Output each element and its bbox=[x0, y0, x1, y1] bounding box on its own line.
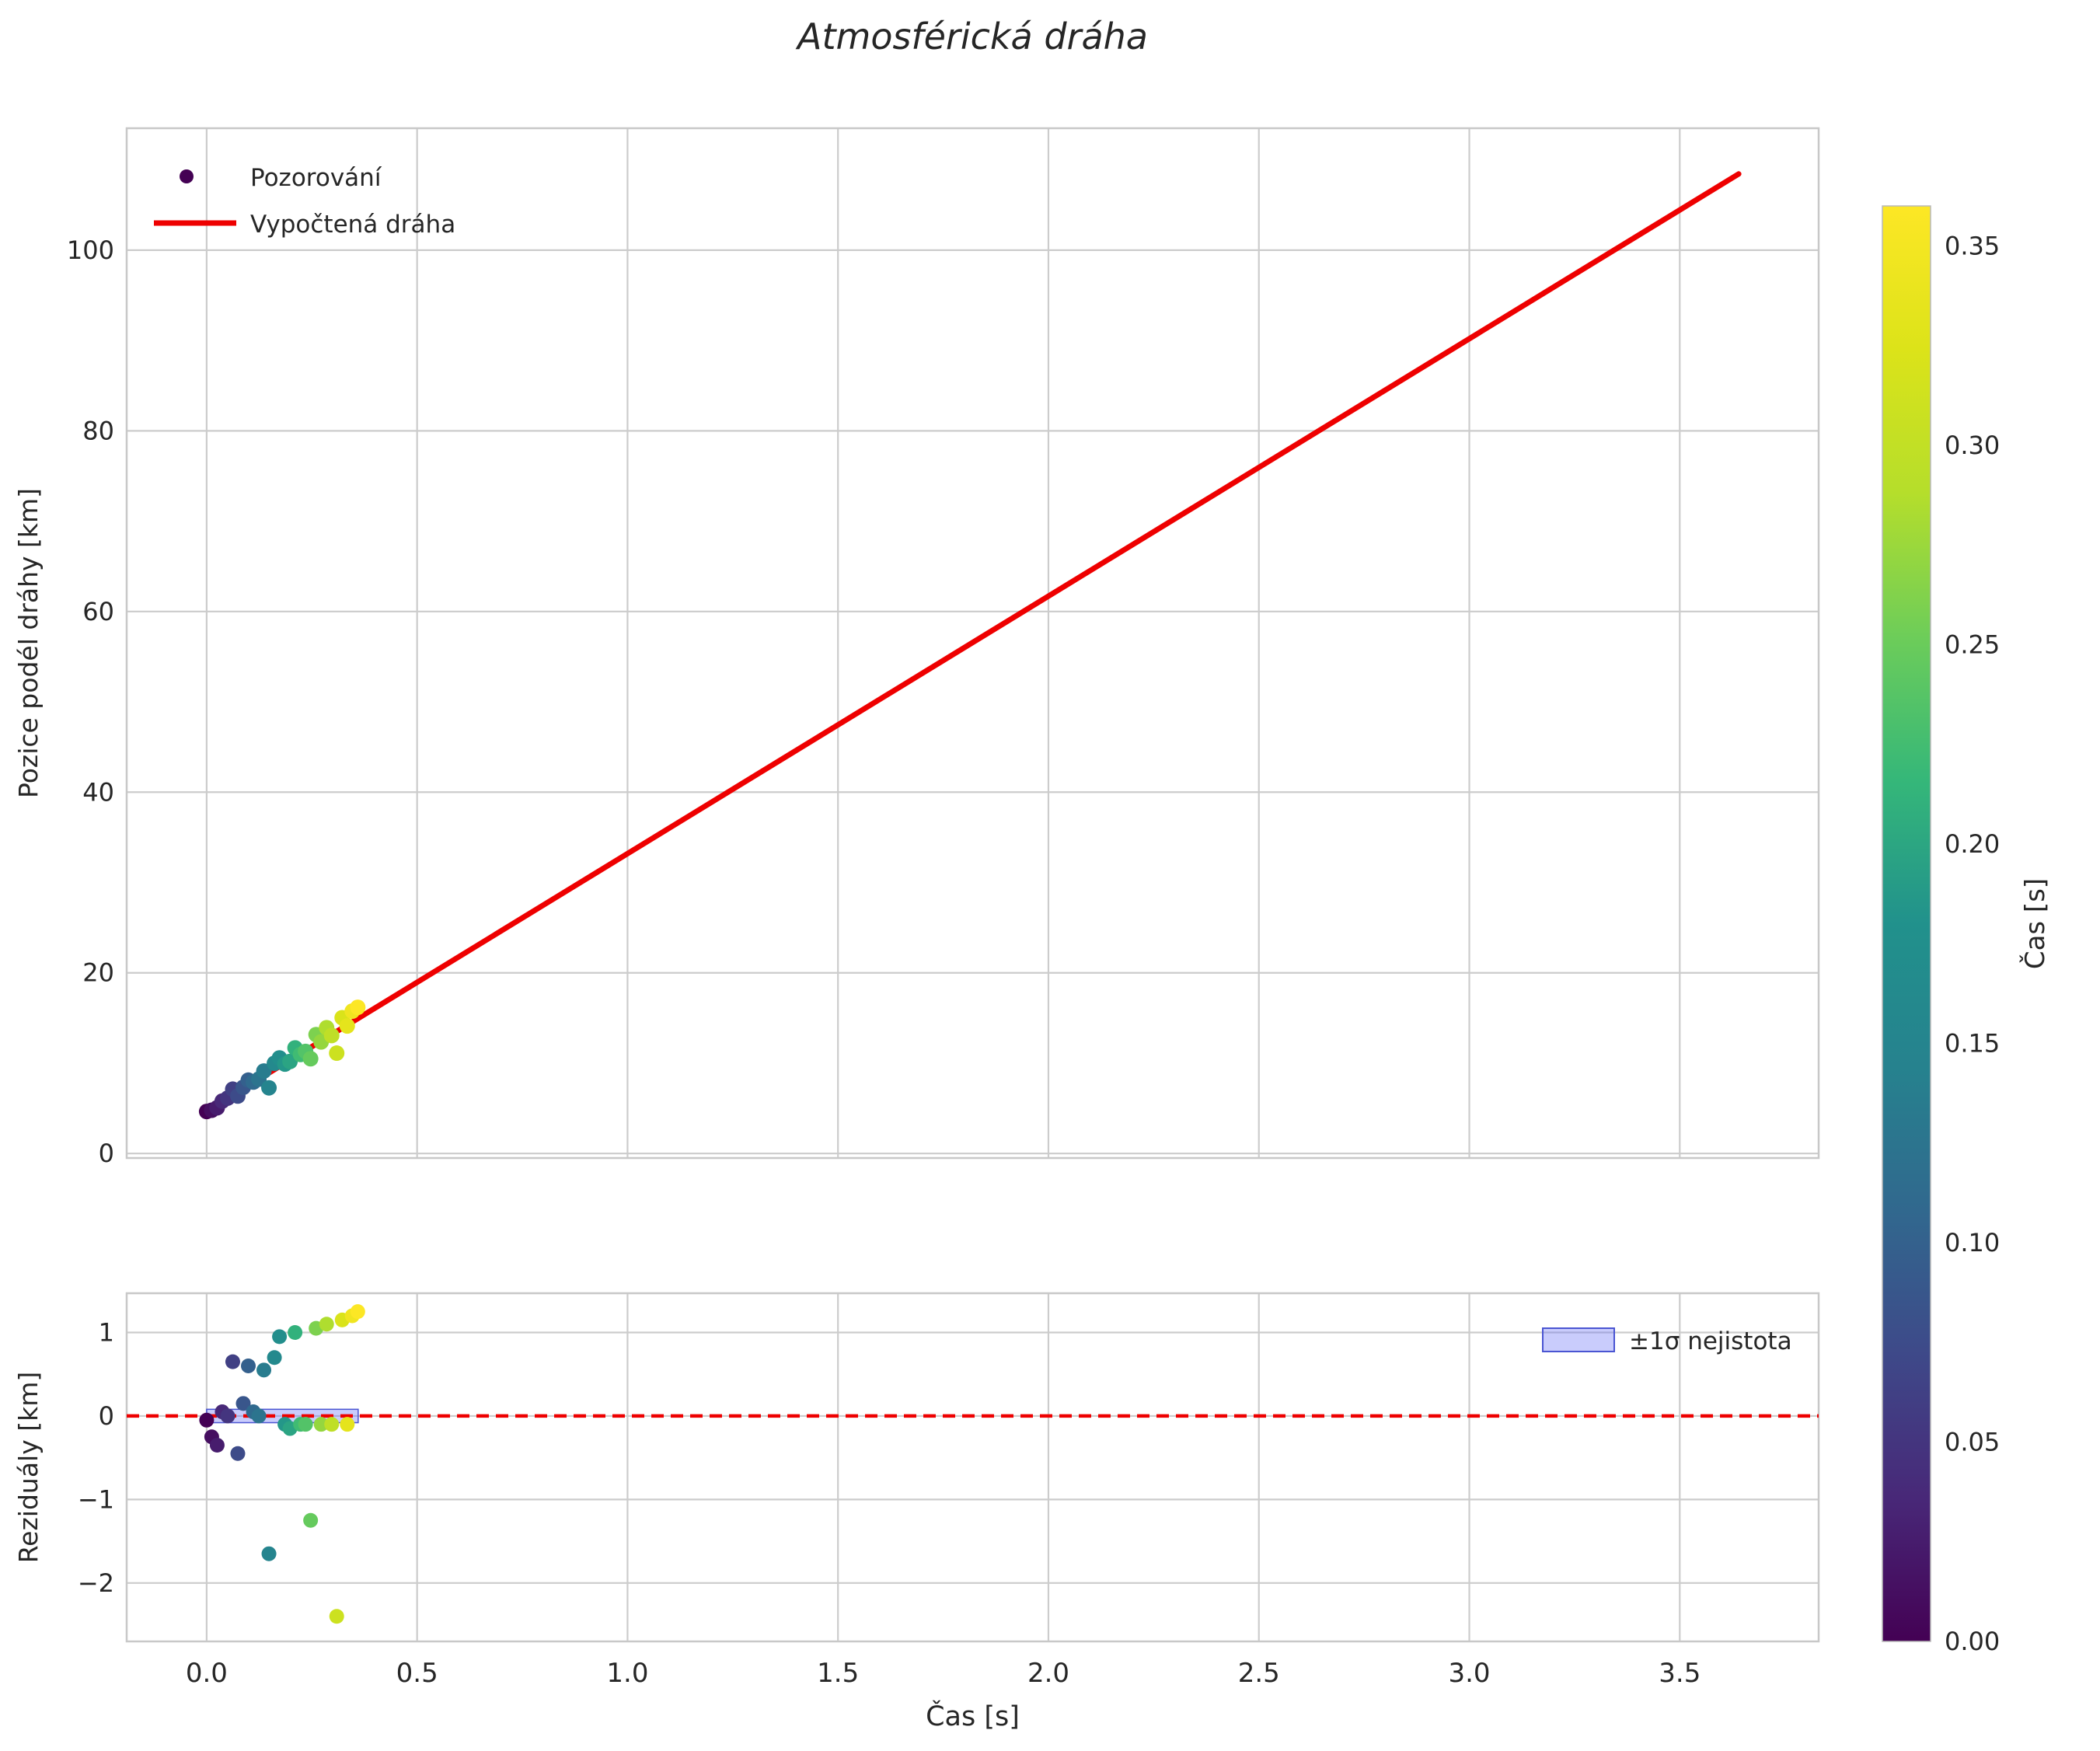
legend-band-icon bbox=[1542, 1327, 1615, 1352]
legend-label-computed: Vypočtená dráha bbox=[250, 211, 455, 239]
residual-point bbox=[251, 1408, 267, 1424]
trajectory-ylabel: Pozice podél dráhy [km] bbox=[13, 488, 44, 798]
observation-point bbox=[261, 1080, 277, 1096]
residual-point bbox=[340, 1417, 355, 1432]
xtick-label: 0.0 bbox=[186, 1658, 228, 1689]
xtick-label: 1.5 bbox=[817, 1658, 859, 1689]
colorbar-tick-label: 0.00 bbox=[1945, 1627, 2000, 1656]
ytick-label: −1 bbox=[78, 1484, 114, 1514]
residual-point bbox=[241, 1358, 256, 1373]
xtick-label: 2.5 bbox=[1238, 1658, 1280, 1689]
residual-point bbox=[313, 1417, 329, 1432]
xtick-label: 3.5 bbox=[1659, 1658, 1701, 1689]
legend-label-observations: Pozorování bbox=[250, 164, 382, 192]
residual-legend: ±1σ nejistota bbox=[1542, 1327, 1792, 1355]
observation-point bbox=[302, 1051, 319, 1067]
residual-point bbox=[267, 1350, 282, 1366]
time-xlabel: Čas [s] bbox=[926, 1700, 1020, 1732]
ytick-label: 60 bbox=[82, 597, 114, 626]
residual-point bbox=[261, 1546, 277, 1561]
colorbar-gradient bbox=[1882, 205, 1931, 1642]
trajectory-legend: Pozorování Vypočtená dráha bbox=[154, 164, 455, 239]
residual-point bbox=[230, 1446, 246, 1461]
colorbar-tick-label: 0.10 bbox=[1945, 1228, 2000, 1257]
observation-point bbox=[329, 1045, 345, 1062]
residual-plot: 1 0 −1 −2 0.0 0.5 1.0 1.5 2.0 2.5 3.0 3.5 Reziduály … bbox=[13, 1292, 1820, 1732]
residual-ylabel: Reziduály [km] bbox=[13, 1372, 44, 1564]
colorbar-tick-label: 0.30 bbox=[1945, 431, 2000, 460]
legend-marker-icon bbox=[180, 169, 194, 183]
colorbar-tick-label: 0.20 bbox=[1945, 829, 2000, 859]
xtick-label: 2.0 bbox=[1027, 1658, 1069, 1689]
residual-point bbox=[199, 1412, 215, 1428]
residual-point bbox=[225, 1354, 240, 1369]
ytick-label: −2 bbox=[78, 1568, 114, 1598]
xtick-label: 1.0 bbox=[606, 1658, 648, 1689]
residual-point bbox=[209, 1438, 225, 1453]
residual-point bbox=[303, 1512, 319, 1528]
residual-point bbox=[272, 1329, 288, 1345]
residual-point bbox=[319, 1317, 334, 1332]
trajectory-plot: 0 20 40 60 80 100 Pozice podél dráhy [km] Pozor… bbox=[13, 127, 1820, 1168]
ytick-label: 0 bbox=[99, 1139, 114, 1168]
ytick-label: 100 bbox=[67, 235, 114, 265]
residual-point bbox=[288, 1324, 303, 1340]
ytick-label: 80 bbox=[82, 416, 114, 445]
residual-point bbox=[235, 1396, 251, 1411]
colorbar: 0.00 0.05 0.10 0.15 0.20 0.25 0.30 0.35 Čas [s] bbox=[1882, 205, 2051, 1656]
residual-point bbox=[256, 1362, 272, 1378]
residual-point bbox=[329, 1609, 344, 1624]
residual-point bbox=[350, 1304, 365, 1320]
colorbar-tick-label: 0.15 bbox=[1945, 1028, 2000, 1058]
colorbar-tick-label: 0.05 bbox=[1945, 1427, 2000, 1456]
colorbar-tick-label: 0.25 bbox=[1945, 630, 2000, 659]
ytick-label: 40 bbox=[82, 777, 114, 807]
colorbar-tick-label: 0.35 bbox=[1945, 231, 2000, 260]
xtick-label: 3.0 bbox=[1448, 1658, 1490, 1689]
axes-border bbox=[125, 127, 1820, 1160]
legend-label-uncertainty: ±1σ nejistota bbox=[1629, 1327, 1792, 1355]
ytick-label: 20 bbox=[82, 958, 114, 988]
colorbar-label: Čas [s] bbox=[2019, 878, 2051, 969]
computed-trajectory-line bbox=[204, 171, 1742, 1114]
residual-point bbox=[220, 1408, 235, 1424]
chart-title: Atmosférická dráha bbox=[797, 16, 1148, 58]
xtick-label: 0.5 bbox=[396, 1658, 438, 1689]
ytick-label: 1 bbox=[99, 1317, 114, 1347]
observation-point bbox=[339, 1018, 355, 1034]
axes-border bbox=[125, 1292, 1820, 1643]
ytick-label: 0 bbox=[99, 1401, 114, 1431]
residual-point bbox=[324, 1417, 340, 1432]
observation-point bbox=[323, 1027, 340, 1044]
observation-point bbox=[350, 999, 366, 1016]
residual-point bbox=[298, 1417, 313, 1432]
